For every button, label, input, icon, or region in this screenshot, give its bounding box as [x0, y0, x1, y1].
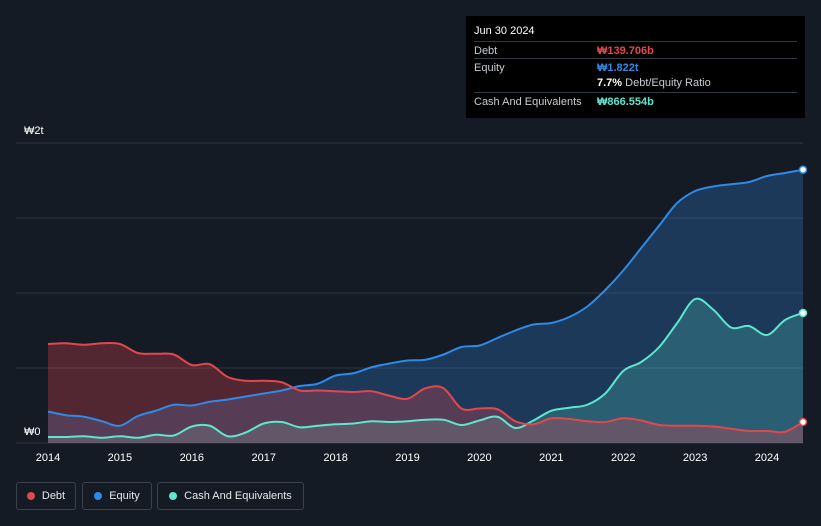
legend-debt-label: Debt	[41, 490, 66, 502]
tooltip-ratio-label: Debt/Equity Ratio	[625, 77, 711, 89]
tooltip-equity-label: Equity	[474, 62, 505, 74]
x-tick-label: 2023	[683, 452, 707, 464]
x-tick-label: 2016	[180, 452, 204, 464]
tooltip-panel: Jun 30 2024 Debt ₩139.706b Equity ₩1.822…	[466, 16, 805, 118]
x-tick-label: 2022	[611, 452, 635, 464]
y-tick-label: ₩2t	[24, 125, 44, 137]
x-tick-label: 2021	[539, 452, 563, 464]
tooltip-cash-value: ₩866.554b	[597, 96, 654, 108]
endpoint-debt	[798, 417, 808, 427]
tooltip-debt-value: ₩139.706b	[597, 45, 654, 57]
legend-equity-dot-icon	[94, 492, 103, 500]
tooltip-cash-label: Cash And Equivalents	[474, 96, 582, 108]
x-tick-label: 2019	[395, 452, 419, 464]
x-tick-label: 2024	[755, 452, 779, 464]
legend-item-equity[interactable]: Equity	[82, 482, 152, 510]
area-cash	[48, 298, 803, 443]
legend-debt-dot-icon	[26, 492, 35, 500]
tooltip-row-cash: Cash And Equivalents ₩866.554b	[474, 92, 797, 110]
x-tick-label: 2018	[323, 452, 347, 464]
tooltip-debt-label: Debt	[474, 45, 498, 57]
endpoint-equity	[798, 165, 808, 174]
legend-equity-label: Equity	[109, 490, 140, 502]
x-tick-label: 2020	[467, 452, 491, 464]
x-tick-label: 2015	[108, 452, 132, 464]
tooltip-equity-value: ₩1.822t	[597, 62, 639, 74]
legend-cash-label: Cash And Equivalents	[184, 490, 292, 502]
legend-item-debt[interactable]: Debt	[16, 482, 76, 510]
y-tick-label: ₩0	[24, 426, 41, 438]
tooltip-row-debt: Debt ₩139.706b	[474, 41, 797, 59]
legend-cash-dot-icon	[169, 492, 178, 500]
legend-item-cash[interactable]: Cash And Equivalents	[157, 482, 304, 510]
tooltip-ratio: 7.7% Debt/Equity Ratio	[597, 77, 711, 89]
tooltip-ratio-value: 7.7%	[597, 77, 623, 89]
endpoint-cash	[798, 308, 808, 318]
x-tick-label: 2014	[36, 452, 60, 464]
area-debt	[48, 342, 803, 443]
area-equity	[48, 169, 803, 443]
x-tick-label: 2017	[251, 452, 275, 464]
tooltip-date: Jun 30 2024	[474, 25, 535, 37]
tooltip-row-equity: Equity ₩1.822t	[474, 58, 797, 76]
